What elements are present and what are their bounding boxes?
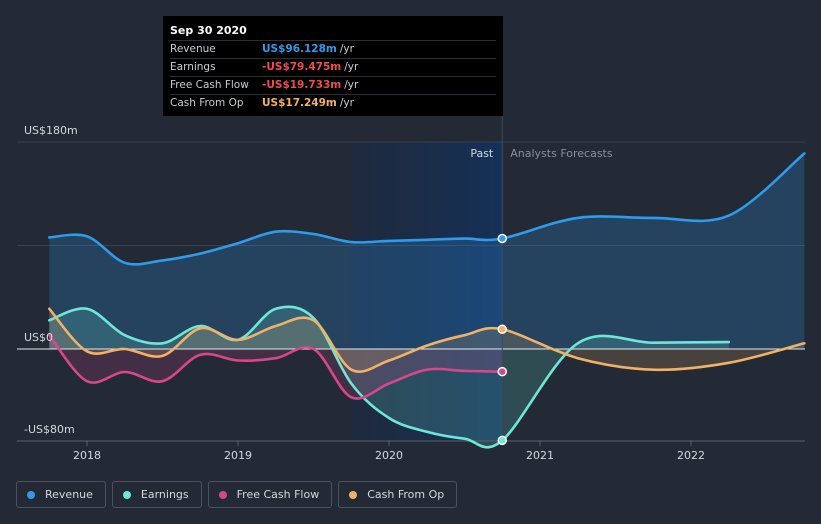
revenue-area — [49, 153, 805, 349]
earnings-marker[interactable] — [497, 435, 507, 446]
x-tick-label: 2018 — [73, 449, 101, 462]
free-cash-flow-dot-icon — [218, 490, 227, 499]
tooltip-unit: /yr — [339, 97, 354, 109]
tooltip-value: US$17.249m — [262, 97, 337, 109]
earnings-series-line — [48, 305, 731, 449]
revenue-dot-icon — [27, 490, 35, 499]
y-tick-label: US$180m — [24, 124, 78, 137]
tooltip-label: Revenue — [170, 43, 216, 55]
legend-label: Revenue — [45, 488, 93, 501]
analysts-forecasts-label: Analysts Forecasts — [510, 147, 613, 160]
revenue-marker[interactable] — [497, 233, 507, 244]
legend-item-revenue[interactable]: Revenue — [16, 481, 106, 508]
tooltip: Sep 30 2020 Revenue US$96.128m /yr Earni… — [163, 16, 503, 116]
free-cash-flow-series-line — [48, 333, 504, 400]
x-tick-label: 2021 — [526, 449, 554, 462]
earnings-area — [49, 306, 729, 448]
legend: Revenue Earnings Free Cash Flow Cash Fro… — [16, 481, 458, 508]
legend-item-free-cash-flow[interactable]: Free Cash Flow — [207, 481, 333, 508]
tooltip-label: Cash From Op — [170, 97, 244, 109]
past-label: Past — [470, 147, 494, 160]
legend-item-earnings[interactable]: Earnings — [111, 481, 202, 508]
tooltip-row-cash-from-op: Cash From Op US$17.249m /yr — [170, 94, 496, 112]
legend-label: Free Cash Flow — [236, 488, 320, 501]
tooltip-unit: /yr — [344, 79, 359, 91]
y-tick-label: US$0 — [24, 331, 53, 344]
y-tick-label: -US$80m — [24, 423, 75, 436]
tooltip-row-earnings: Earnings -US$79.475m /yr — [170, 58, 496, 76]
tooltip-unit: /yr — [344, 61, 359, 73]
tooltip-value: -US$19.733m — [262, 79, 342, 91]
legend-label: Cash From Op — [367, 488, 445, 501]
x-tick-label: 2019 — [224, 449, 252, 462]
tooltip-row-free-cash-flow: Free Cash Flow -US$19.733m /yr — [170, 76, 496, 94]
tooltip-label: Earnings — [170, 61, 216, 73]
tooltip-date: Sep 30 2020 — [170, 24, 247, 37]
cash-from-op-marker[interactable] — [497, 324, 507, 334]
free-cash-flow-marker[interactable] — [497, 366, 507, 377]
legend-label: Earnings — [140, 488, 189, 501]
cash-from-op-area — [49, 308, 805, 372]
tooltip-label: Free Cash Flow — [170, 79, 249, 91]
x-tick-label: 2022 — [677, 449, 705, 462]
revenue-series-line — [48, 152, 806, 266]
cash-from-op-dot-icon — [349, 490, 358, 499]
cash-from-op-series-line — [48, 307, 806, 373]
earnings-dot-icon — [122, 490, 131, 499]
legend-item-cash-from-op[interactable]: Cash From Op — [338, 481, 458, 508]
tooltip-unit: /yr — [339, 43, 354, 55]
tooltip-value: -US$79.475m — [262, 61, 342, 73]
tooltip-value: US$96.128m — [262, 43, 337, 55]
tooltip-row-revenue: Revenue US$96.128m /yr — [170, 40, 496, 58]
x-tick-label: 2020 — [375, 449, 403, 462]
